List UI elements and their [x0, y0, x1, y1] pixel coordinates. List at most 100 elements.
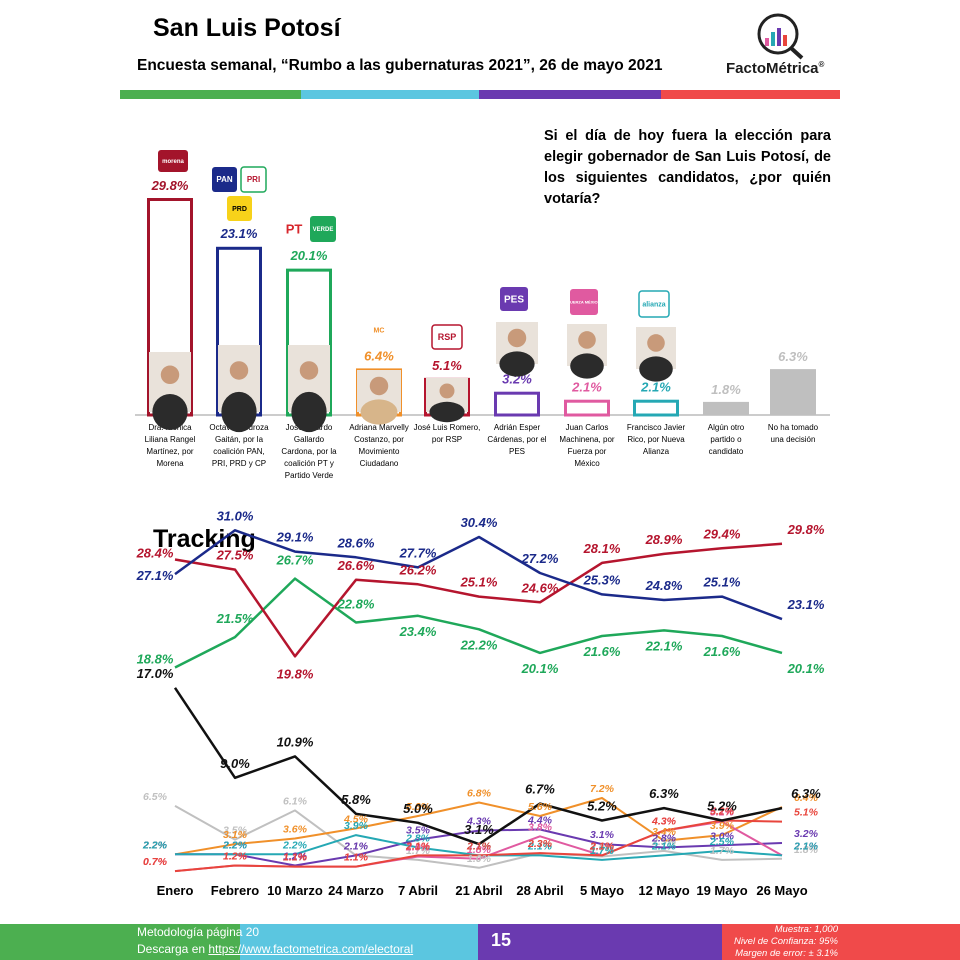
tracking-data-label: 4.3% — [651, 816, 677, 828]
bar — [703, 401, 749, 415]
bar-value-label: 6.3% — [778, 349, 808, 364]
tracking-data-label: 21.5% — [216, 611, 254, 626]
tracking-title: Tracking — [153, 525, 256, 553]
tracking-data-label: 2.5% — [709, 836, 735, 848]
tracking-data-label: 6.8% — [467, 788, 492, 800]
tracking-data-label: 2.2% — [222, 839, 248, 851]
tracking-data-label: 0.7% — [143, 856, 168, 868]
party-logo-icon — [500, 287, 528, 311]
tracking-data-label: 1.2% — [223, 851, 248, 863]
sample-size: Muestra: 1,000 — [774, 924, 838, 935]
tracking-data-label: 23.1% — [787, 597, 825, 612]
tracking-data-label: 5.2% — [587, 799, 617, 814]
x-axis-label: 12 Mayo — [638, 883, 689, 898]
tracking-data-label: 6.3% — [649, 786, 679, 801]
tracking-data-label: 6.3% — [791, 786, 821, 801]
party-logo-text: FUERZA MÉXICO — [568, 299, 601, 304]
tracking-data-label: 2.0% — [405, 842, 431, 854]
margin-of-error: Margen de error: ± 3.1% — [735, 948, 838, 959]
tracking-data-label: 3.5% — [223, 825, 248, 837]
tracking-data-label: 29.8% — [787, 522, 825, 537]
tracking-data-label: 6.1% — [283, 795, 308, 807]
bar — [564, 399, 610, 417]
bar-category-label: Adriana Marvelly Costanzo, por Movimiento C… — [349, 423, 409, 468]
party-logo-text: alianza — [642, 301, 665, 308]
tracking-data-label: 2.1% — [589, 840, 615, 852]
bar-value-label: 20.1% — [290, 248, 328, 263]
party-logo-icon — [281, 216, 307, 242]
tracking-data-label: 28.6% — [337, 535, 375, 550]
tracking-data-label: 22.1% — [645, 638, 683, 653]
tracking-data-label: 25.1% — [703, 575, 741, 590]
bar-category-label: Adrián Esper Cárdenas, por el PES — [487, 423, 546, 456]
tracking-data-label: 23.4% — [399, 624, 437, 639]
party-logo-icon — [431, 324, 463, 350]
tracking-data-label: 29.1% — [276, 530, 314, 545]
party-logo-text: PES — [504, 294, 524, 305]
bar-value-label: 6.4% — [364, 348, 394, 363]
candidate-photo-icon — [288, 345, 330, 433]
tracking-data-label: 27.1% — [136, 568, 174, 583]
x-axis-label: 28 Abril — [516, 883, 563, 898]
tracking-data-label: 20.1% — [521, 661, 559, 676]
tracking-data-label: 2.3% — [527, 838, 553, 850]
tracking-data-label: 1.1% — [283, 852, 308, 864]
bar-category-label: José Luis Romero, por RSP — [414, 423, 481, 444]
confidence-level: Nivel de Confianza: 95% — [733, 936, 838, 947]
tracking-data-label: 5.0% — [403, 801, 433, 816]
bar-category-label: Francisco Javier Rico, por Nueva Alianza — [627, 423, 686, 456]
tracking-data-label: 2.2% — [142, 839, 168, 851]
x-axis-label: Enero — [157, 883, 194, 898]
tracking-data-label: 5.2% — [710, 806, 735, 818]
tracking-data-label: 2.2% — [142, 839, 168, 851]
bar-category-label: No ha tomado una decisión — [768, 423, 819, 444]
tracking-data-label: 22.2% — [460, 637, 498, 652]
download-link[interactable]: https://www.factometrica.com/electoral — [208, 942, 414, 956]
page-title: San Luis Potosí — [153, 14, 341, 42]
tracking-data-label: 1.1% — [283, 852, 308, 864]
survey-question: Si el día de hoy fuera la elección para … — [544, 128, 831, 207]
tracking-data-label: 26.7% — [276, 553, 314, 568]
tracking-series-line — [174, 577, 783, 669]
tracking-data-label: 2.1% — [343, 840, 369, 852]
page-number: 15 — [490, 930, 512, 950]
header-bar-cyan — [301, 90, 479, 99]
bar-category-label: Algún otro partido o candidato — [708, 423, 745, 456]
tracking-data-label: 1.2% — [283, 851, 308, 863]
party-logo-icon — [366, 318, 392, 342]
tracking-data-label: 27.7% — [399, 545, 437, 560]
party-logo-text: PRD — [232, 206, 247, 213]
candidate-photo-icon — [357, 370, 401, 425]
party-logo-text: morena — [162, 159, 184, 165]
tracking-data-label: 3.2% — [794, 828, 819, 840]
tracking-series-line — [173, 687, 783, 846]
tracking-data-label: 27.2% — [521, 551, 559, 566]
bar-value-label: 23.1% — [220, 226, 258, 241]
party-logo-icon — [158, 150, 188, 172]
tracking-data-label: 3.1% — [223, 829, 248, 841]
tracking-data-label: 28.1% — [583, 541, 621, 556]
survey-stats: Muestra: 1,000 Nivel de Confianza: 95% M… — [724, 924, 838, 960]
tracking-data-label: 28.9% — [645, 532, 683, 547]
tracking-data-label: 1.1% — [344, 852, 369, 864]
tracking-series-line — [174, 542, 783, 658]
party-logo-text: PRI — [247, 175, 260, 184]
tracking-data-label: 6.5% — [143, 791, 168, 803]
party-logo-icon — [638, 290, 670, 318]
party-logo-icon — [240, 166, 267, 193]
tracking-data-label: 1.7% — [406, 845, 431, 857]
vote-intention-bar-chart: 29.8%Dra. MónicaLiliana RangelMartínez, … — [135, 150, 830, 480]
bar — [633, 399, 679, 417]
tracking-data-label: 5.6% — [406, 801, 431, 813]
tracking-data-label: 3.4% — [652, 826, 677, 838]
tracking-data-label: 27.5% — [216, 548, 254, 563]
tracking-data-label: 4.5% — [343, 813, 369, 825]
tracking-data-label: 22.8% — [337, 597, 375, 612]
tracking-data-label: 2.1% — [527, 840, 553, 852]
tracking-data-label: 20.1% — [787, 661, 825, 676]
candidate-photo-icon — [149, 352, 191, 430]
tracking-data-label: 2.1% — [793, 840, 819, 852]
footer-segment-red — [722, 924, 960, 960]
tracking-data-label: 1.0% — [467, 853, 492, 865]
tracking-data-label: 3.9% — [710, 820, 735, 832]
